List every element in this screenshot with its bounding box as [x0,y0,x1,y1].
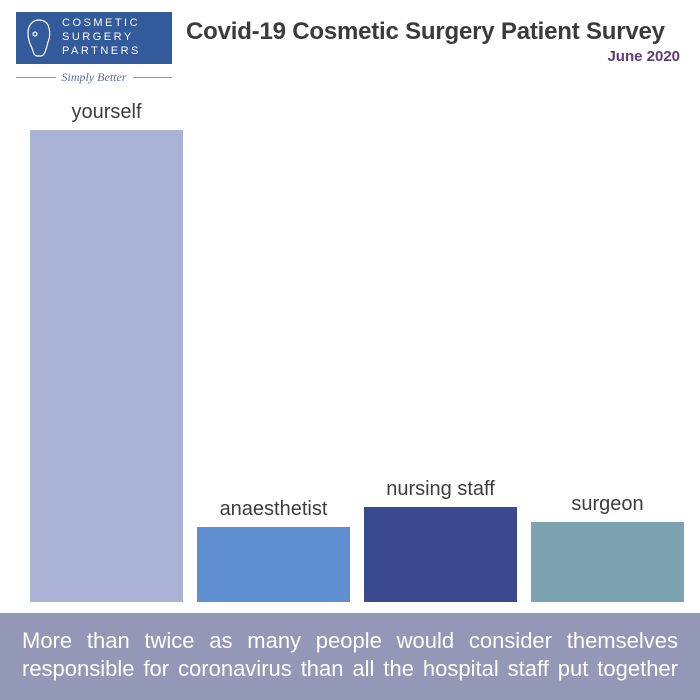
logo-line-1: COSMETIC [62,17,141,31]
bar-label: yourself [71,101,141,124]
footer-caption: More than twice as many people would con… [0,613,700,700]
bar [531,522,684,602]
logo-line-3: PARTNERS [62,45,141,59]
face-icon [24,18,54,58]
header: COSMETIC SURGERY PARTNERS Simply Better … [0,0,700,85]
bar-label: nursing staff [386,478,495,501]
bar [364,507,517,602]
bar [197,527,350,602]
logo-line-2: SURGERY [62,31,141,45]
logo-box: COSMETIC SURGERY PARTNERS [16,12,172,64]
bar-label: surgeon [571,493,643,516]
bar-group: anaesthetist [197,100,350,602]
bar-group: yourself [30,100,183,602]
page-title: Covid-19 Cosmetic Surgery Patient Survey [186,18,684,46]
tagline-row: Simply Better [16,70,172,85]
bar-group: surgeon [531,100,684,602]
logo-text: COSMETIC SURGERY PARTNERS [62,17,141,58]
tagline-text: Simply Better [62,70,127,85]
bar-group: nursing staff [364,100,517,602]
bar [30,130,183,602]
tagline-line-left [16,77,56,78]
bar-label: anaesthetist [220,498,328,521]
bar-chart: yourself anaesthetist nursing staff surgeon [30,100,684,602]
page-subtitle: June 2020 [186,48,684,65]
title-block: Covid-19 Cosmetic Surgery Patient Survey… [186,12,684,65]
tagline-line-right [133,77,173,78]
logo-block: COSMETIC SURGERY PARTNERS Simply Better [16,12,172,85]
